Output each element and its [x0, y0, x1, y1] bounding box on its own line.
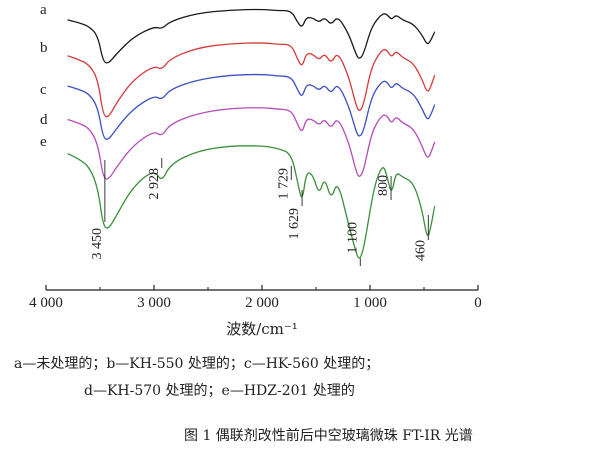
- x-tick-label: 1 000: [353, 295, 387, 311]
- x-tick-label: 3 000: [137, 295, 171, 311]
- x-ticks: 4 000 3 000 2 000 1 000 0: [29, 285, 482, 311]
- x-tick-label: 4 000: [29, 295, 63, 311]
- series-layer: a b cde: [40, 2, 436, 259]
- annotation-layer: 3 450 2 928 1 729 1 629 1 100 800 460: [90, 158, 429, 266]
- legend-line-1: a—未处理的；b—KH-550 处理的；c—HK-560 处理的；: [14, 356, 379, 372]
- series-line-a: [67, 8, 436, 64]
- series-label-c: c: [40, 82, 47, 98]
- legend-line-2: d—KH-570 处理的；e—HDZ-201 处理的: [84, 383, 355, 399]
- peak-annotation: 1 729: [276, 168, 291, 200]
- series-label-d: d: [40, 112, 48, 128]
- peak-annotation: 2 928: [147, 168, 162, 200]
- peak-annotation: 800: [376, 175, 391, 196]
- series-line-b: [67, 42, 436, 118]
- peak-annotation: 460: [413, 240, 428, 261]
- x-tick-label: 2 000: [245, 295, 279, 311]
- x-axis-label: 波数/cm⁻¹: [226, 320, 298, 338]
- x-tick-label: 0: [474, 295, 482, 311]
- series-label-e: e: [40, 134, 47, 150]
- peak-annotation: 3 450: [90, 228, 105, 260]
- series-line-c: [67, 73, 436, 140]
- series-line-e: [67, 145, 436, 259]
- figure-caption: 图 1 偶联剂改性前后中空玻璃微珠 FT-IR 光谱: [184, 427, 473, 444]
- peak-annotation: 1 100: [345, 222, 360, 254]
- series-line-d: [67, 107, 436, 180]
- peak-annotation: 1 629: [287, 208, 302, 240]
- series-label-a: a: [40, 2, 47, 18]
- series-label-b: b: [40, 40, 48, 56]
